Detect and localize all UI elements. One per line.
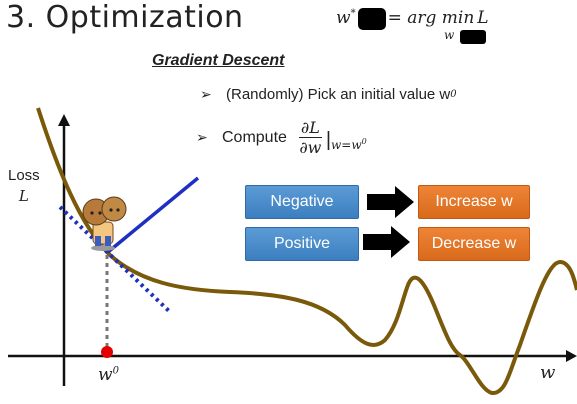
increase-w-box: Increase w <box>418 185 530 219</box>
character-icon <box>82 196 127 251</box>
initial-point-label: w0 <box>98 365 119 385</box>
arrow-bullet-icon: ➢ <box>196 129 208 145</box>
redaction-block <box>357 8 386 30</box>
slide-title: 3. Optimization <box>6 0 244 35</box>
point-label: w <box>98 365 113 385</box>
deriv-eval: w=w <box>331 137 362 152</box>
loss-curve <box>36 107 577 395</box>
y-axis-symbol: L <box>18 187 29 205</box>
formula-subscript: w <box>444 28 455 42</box>
formula-rhs: = arg min <box>387 8 475 28</box>
negative-box: Negative <box>245 185 359 219</box>
formula-objective: L <box>477 8 489 28</box>
positive-box: Positive <box>245 227 359 261</box>
point-label-sup: 0 <box>112 365 119 377</box>
derivative-fraction: ∂L ∂w <box>298 118 322 157</box>
deriv-numerator: ∂L <box>298 118 322 138</box>
arrow-bullet-icon: ➢ <box>200 86 212 102</box>
x-axis-arrow-icon <box>566 350 577 362</box>
bullet-pick-initial: ➢ (Randomly) Pick an initial value w 0 <box>200 86 457 103</box>
x-axis-label: w <box>540 362 556 383</box>
deriv-eval-sup: 0 <box>361 137 367 146</box>
y-axis-title: Loss <box>8 167 40 184</box>
y-axis-label: Loss L <box>8 166 40 206</box>
y-axis-arrow-icon <box>58 114 70 126</box>
initial-point <box>101 346 113 358</box>
tangent-line <box>58 205 172 314</box>
bullet-compute-derivative: ➢ Compute ∂L ∂w | w=w 0 <box>196 118 367 157</box>
gradient-arrow <box>106 176 200 254</box>
right-arrow-icon <box>367 186 414 218</box>
redaction-block-sub <box>460 30 486 44</box>
bullet2-text: Compute <box>222 128 287 146</box>
section-title: Gradient Descent <box>152 52 285 69</box>
decrease-w-box: Decrease w <box>418 227 530 261</box>
bullet1-sup: 0 <box>450 89 457 100</box>
bullet1-text: (Randomly) Pick an initial value w <box>226 86 451 103</box>
argmin-formula: w * = arg min L w <box>336 8 489 44</box>
formula-lhs: w <box>336 8 351 28</box>
deriv-denominator: ∂w <box>299 138 322 157</box>
right-arrow-icon <box>363 226 410 258</box>
